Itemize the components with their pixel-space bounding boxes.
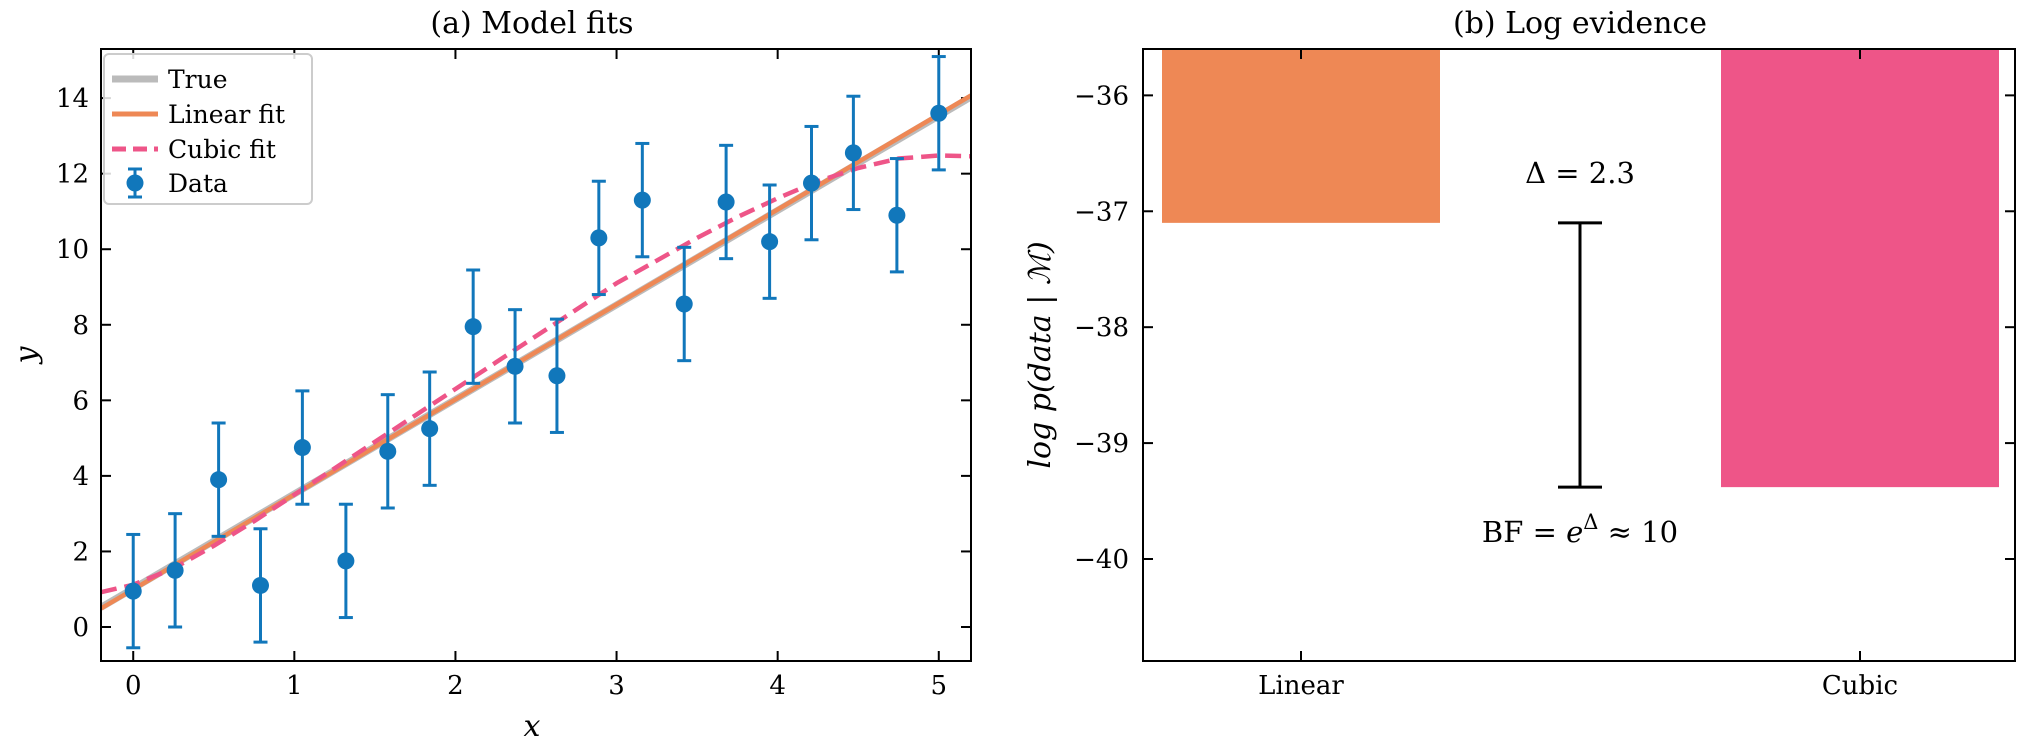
panel-b-ticks	[1143, 49, 2015, 661]
y-tick-label: −36	[1074, 81, 1129, 111]
data-point	[548, 317, 566, 434]
legend-handle-data	[126, 167, 144, 199]
data-marker	[293, 439, 311, 457]
data-marker	[506, 357, 524, 375]
data-point	[166, 512, 184, 629]
evidence-gap-bar	[1558, 221, 1602, 489]
x-tick-label-linear: Linear	[1258, 671, 1344, 701]
data-marker	[844, 144, 862, 162]
panel-a-ylabel: y	[9, 345, 44, 365]
panel-a-title: (a) Model fits	[430, 6, 633, 41]
data-point	[717, 143, 735, 261]
data-marker	[124, 582, 142, 600]
data-marker	[803, 174, 820, 192]
data-marker	[717, 193, 735, 211]
panel-a-xlabel: x	[524, 709, 541, 744]
data-point	[761, 183, 779, 300]
data-point	[844, 94, 862, 212]
data-marker	[166, 561, 184, 579]
y-tick-label: 0	[72, 613, 89, 643]
panel-a-frame	[100, 48, 972, 662]
data-marker	[252, 576, 269, 594]
data-point	[930, 55, 948, 172]
x-tick-label: 0	[125, 671, 142, 701]
legend-label-true: True	[168, 65, 228, 94]
y-tick-label: −39	[1074, 429, 1129, 459]
legend-label-data: Data	[168, 169, 228, 198]
y-tick-label: −37	[1074, 197, 1129, 227]
x-tick-label: 2	[447, 671, 464, 701]
data-point	[506, 308, 524, 425]
y-tick-label: −38	[1074, 313, 1129, 343]
data-point	[252, 527, 269, 644]
data-marker	[210, 471, 228, 489]
cubic-fit-line	[101, 153, 971, 595]
data-marker	[888, 206, 906, 224]
y-tick-label: 4	[72, 462, 89, 492]
data-point	[464, 268, 482, 385]
data-marker	[379, 442, 397, 460]
panel-b-ylabel: log p(data | ℳ)	[1023, 241, 1058, 468]
data-point	[803, 124, 820, 242]
x-tick-label: 3	[608, 671, 625, 701]
panel-b-log-evidence: (b) Log evidence Linear Cubic −36 −37 −38 −39…	[1023, 6, 2016, 701]
data-marker	[761, 233, 779, 251]
data-point	[675, 245, 693, 363]
legend-label-linear-fit: Linear fit	[168, 100, 285, 129]
bayes-factor-label: BF = eΔ ≈ 10	[1482, 510, 1678, 549]
data-marker	[590, 229, 608, 247]
data-point	[590, 179, 608, 297]
y-tick-label: 6	[72, 386, 89, 416]
data-marker	[930, 104, 948, 122]
bar-cubic	[1721, 49, 1999, 488]
data-marker	[675, 295, 693, 313]
data-marker	[633, 191, 651, 209]
y-tick-label: −40	[1074, 545, 1129, 575]
y-tick-label: 2	[72, 537, 89, 567]
data-marker	[337, 552, 355, 570]
data-point	[379, 393, 397, 510]
panel-a-series	[101, 55, 971, 650]
bar-linear	[1162, 49, 1440, 223]
legend: True Linear fit Cubic fit Data	[103, 53, 313, 205]
x-tick-label-cubic: Cubic	[1822, 671, 1898, 701]
y-tick-label: 14	[56, 84, 89, 114]
panel-b-title: (b) Log evidence	[1453, 6, 1707, 41]
data-point	[124, 532, 142, 650]
data-point	[337, 502, 355, 620]
delta-label: Δ = 2.3	[1525, 156, 1635, 190]
linear-fit-line	[101, 93, 971, 611]
legend-label-cubic-fit: Cubic fit	[168, 135, 276, 164]
legend-box	[103, 53, 313, 205]
data-point	[293, 389, 311, 506]
data-point	[633, 141, 651, 259]
data-point	[888, 157, 906, 274]
x-tick-label: 4	[769, 671, 786, 701]
panel-b-bars	[1162, 49, 1999, 488]
x-tick-label: 5	[931, 671, 948, 701]
data-marker	[548, 367, 566, 385]
y-tick-label: 12	[56, 160, 89, 190]
data-marker	[421, 420, 439, 438]
y-tick-label: 10	[56, 235, 89, 265]
x-tick-label: 1	[286, 671, 303, 701]
data-point	[421, 370, 439, 487]
data-marker	[464, 318, 482, 336]
panel-b-frame	[1142, 48, 2016, 662]
panel-b-tick-labels: Linear Cubic −36 −37 −38 −39 −40	[1074, 81, 1898, 701]
y-tick-label: 8	[72, 311, 89, 341]
data-point	[210, 421, 228, 538]
